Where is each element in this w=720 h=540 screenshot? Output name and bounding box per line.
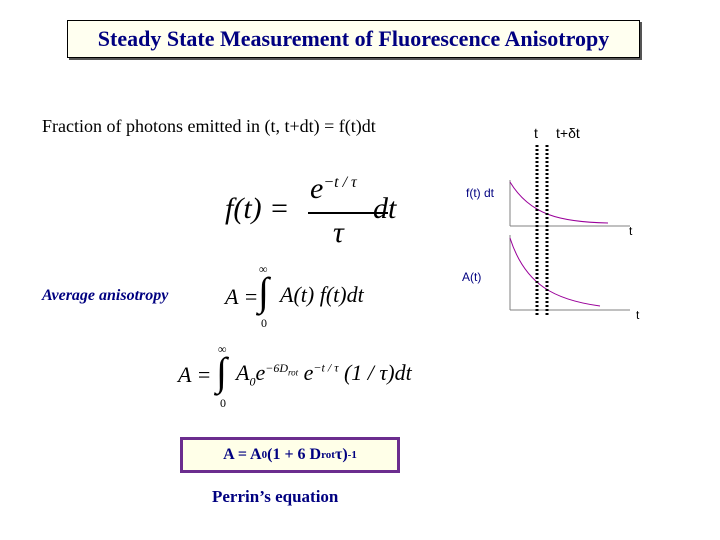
eq3-e: e xyxy=(255,360,266,385)
graph-t-axis2-label: t xyxy=(636,308,640,322)
fraction-text: Fraction of photons emitted in (t, t+dt)… xyxy=(42,116,376,136)
eq1-num-e: e xyxy=(310,172,324,205)
eq2-upper-limit: ∞ xyxy=(259,262,268,276)
perrin-label: Perrin’s equation xyxy=(212,487,339,506)
eq2-lhs: A = xyxy=(225,284,259,309)
equation-ft: f(t) = e−t / τ τ dt xyxy=(225,172,425,252)
graph-at-label: A(t) xyxy=(462,270,482,284)
eq1-rhs: dt xyxy=(373,192,397,225)
perrin-sub-rot: rot xyxy=(321,449,335,461)
eq1-numerator: e−t / τ xyxy=(310,172,357,206)
eq3-integral-sign: ∫ xyxy=(216,349,227,394)
decay-graphs xyxy=(509,145,630,315)
eq3-lhs: A = xyxy=(178,362,212,387)
graph-t-dt-label: t+δt xyxy=(556,125,580,141)
eq3-tail: (1 / τ)dt xyxy=(343,360,412,385)
perrin-sub0: 0 xyxy=(261,449,268,461)
eq1-num-exp: −t / τ xyxy=(323,174,357,191)
perrin-exp: -1 xyxy=(347,449,357,461)
eq3-body: A0e−6Drot e−t / τ (1 / τ)dt xyxy=(236,360,412,389)
eq3-a: A xyxy=(236,360,250,385)
slide-title: Steady State Measurement of Fluorescence… xyxy=(97,26,610,51)
eq1-lhs: f(t) = xyxy=(225,192,290,225)
eq3-exp-sub: rot xyxy=(287,367,299,378)
lower-decay-curve xyxy=(509,237,601,307)
eq3-lower-limit: 0 xyxy=(220,396,226,410)
eq3-exp3: −t / τ xyxy=(313,360,339,375)
eq1-denominator: τ xyxy=(333,216,344,249)
eq2-integral-sign: ∫ xyxy=(258,269,269,314)
eq3-e2: e xyxy=(298,360,314,385)
eq3-exp: −6D xyxy=(265,360,288,375)
equation-average: A = ∞ ∫ 0 A(t) f(t)dt xyxy=(225,262,395,332)
average-anisotropy-label: Average anisotropy xyxy=(42,287,169,304)
graph-ft-label: f(t) dt xyxy=(466,186,495,200)
eq3-sub0: 0 xyxy=(249,374,256,389)
eq1-fraction-bar xyxy=(308,212,388,214)
equation-exponential: A = ∞ ∫ 0 A0e−6Drot e−t / τ (1 / τ)dt xyxy=(178,342,438,414)
eq2-body: A(t) f(t)dt xyxy=(280,282,364,307)
title-box: Steady State Measurement of Fluorescence… xyxy=(67,20,640,58)
perrin-mid: (1 + 6 D xyxy=(267,446,322,463)
eq2-lower-limit: 0 xyxy=(261,316,267,330)
graph-t-label: t xyxy=(534,125,538,141)
eq3-upper-limit: ∞ xyxy=(218,342,227,356)
upper-decay-curve xyxy=(509,181,609,224)
graph-t-axis1-label: t xyxy=(629,224,633,238)
perrin-tau: τ) xyxy=(334,446,348,463)
perrin-prefix: A = A xyxy=(223,446,262,463)
